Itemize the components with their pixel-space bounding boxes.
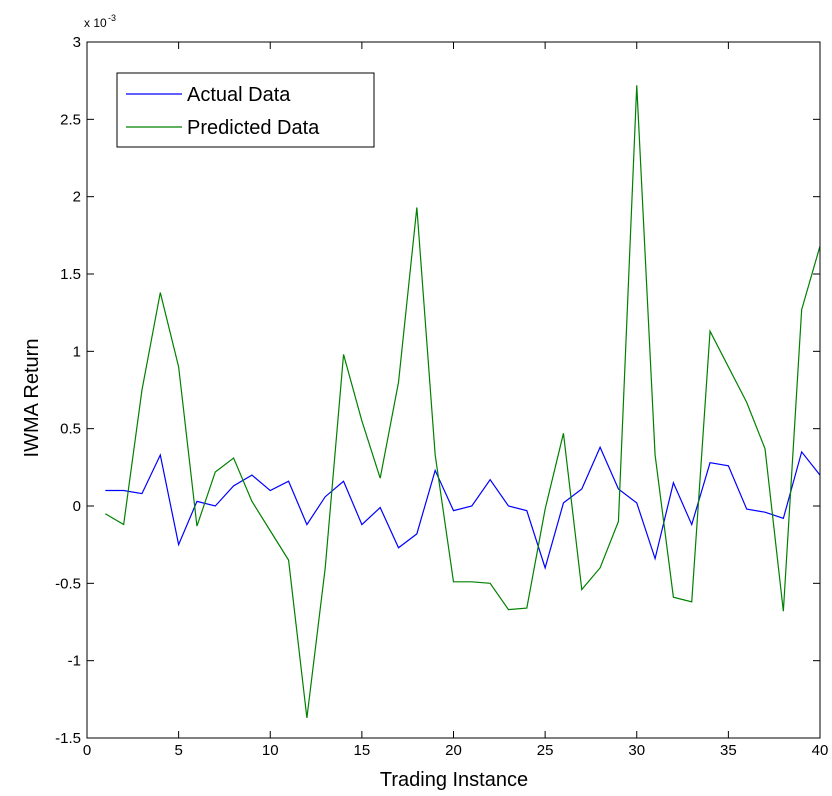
y-tick-label: 0 [73,498,81,515]
x-tick-label: 5 [174,742,182,759]
y-tick-label: 2.5 [60,111,81,128]
x-tick-label: 15 [354,742,371,759]
x-tick-label: 20 [445,742,462,759]
axis-ticks [86,41,821,739]
series-line-predicted [105,85,821,718]
series-lines [105,85,821,718]
axis-tick-labels: 0 5 10 15 20 25 30 35 40 -1.5 -1 -0.5 0 0.5 1 1.5 2 2.5 3 [55,34,828,759]
y-multiplier-base: x 10 [84,16,107,30]
series-line-actual [105,445,821,570]
x-tick-label: 25 [537,742,554,759]
legend-label-predicted: Predicted Data [187,117,320,139]
y-tick-label: 3 [73,34,81,51]
plot-area [87,42,820,738]
x-tick-label: 0 [83,742,91,759]
y-axis-label: IWMA Return [21,339,43,458]
y-tick-label: -1.5 [55,730,81,747]
y-tick-label: 0.5 [60,421,81,438]
legend: Actual Data Predicted Data [116,72,375,148]
x-axis-label: Trading Instance [380,769,528,791]
y-tick-label: -0.5 [55,575,81,592]
legend-label-actual: Actual Data [187,84,291,106]
x-tick-label: 10 [262,742,279,759]
legend-box [116,72,375,148]
y-tick-label: 1 [73,343,81,360]
y-tick-label: 1.5 [60,266,81,283]
y-tick-label: 2 [73,189,81,206]
x-tick-label: 30 [628,742,645,759]
x-tick-label: 40 [812,742,829,759]
y-tick-label: -1 [68,653,81,670]
y-multiplier-exponent: -3 [108,13,116,23]
x-tick-label: 35 [720,742,737,759]
